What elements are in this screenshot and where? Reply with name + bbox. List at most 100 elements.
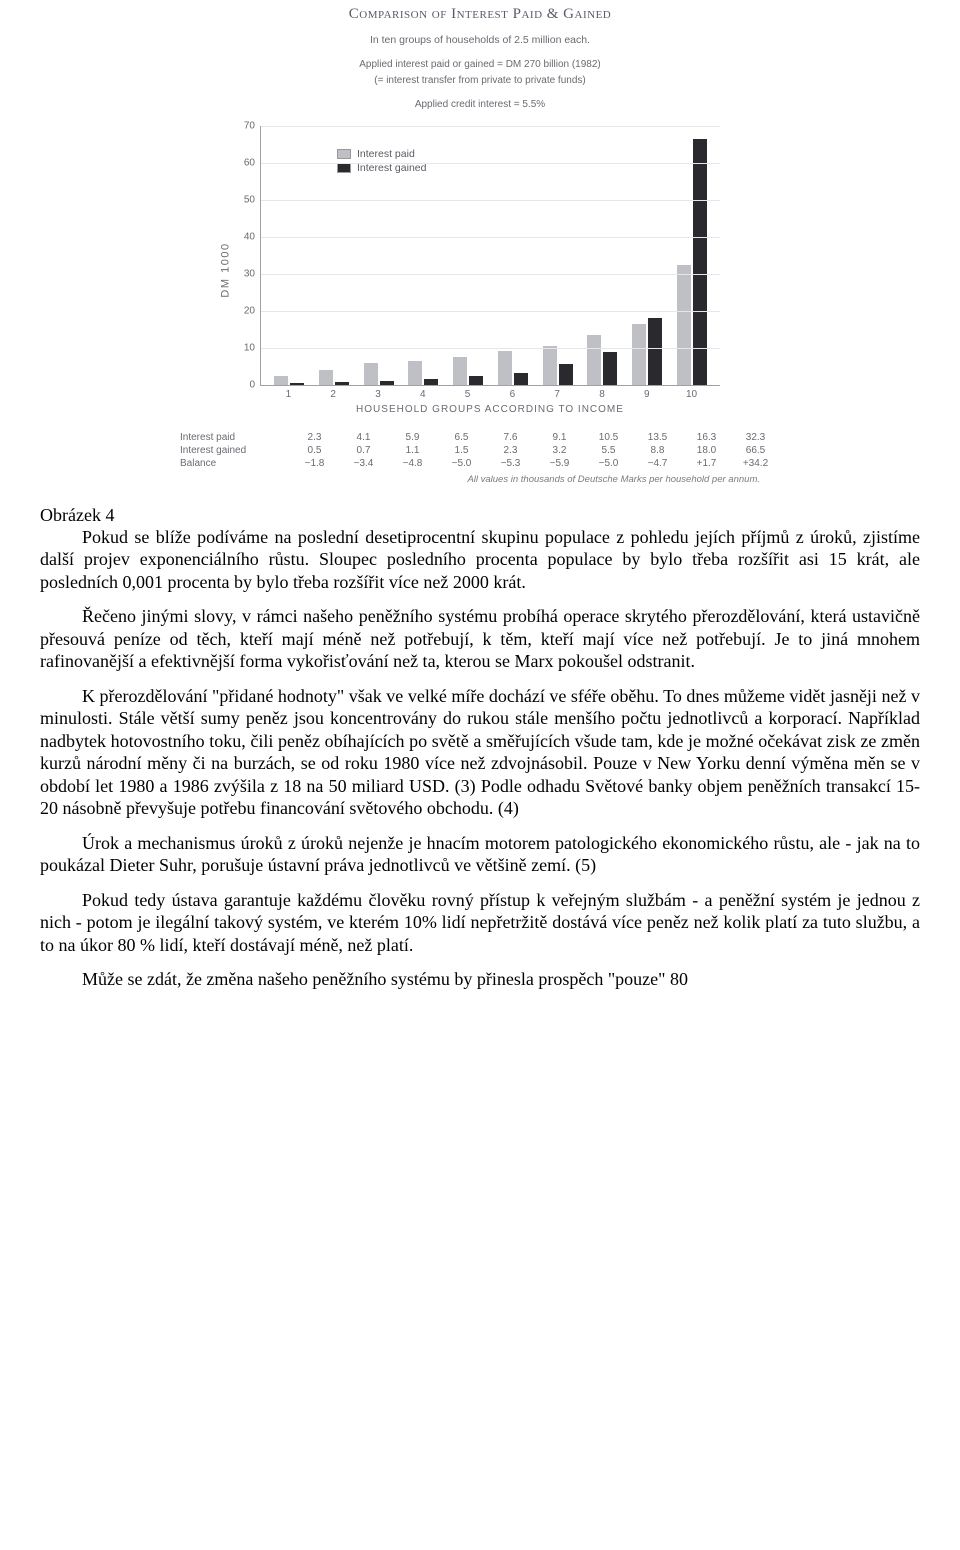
bar-group	[401, 361, 446, 385]
bar	[335, 382, 349, 385]
bar	[677, 265, 691, 385]
chart-subtitle-3: Applied credit interest = 5.5%	[180, 98, 780, 112]
bar	[319, 370, 333, 385]
x-tick-label: 9	[624, 389, 669, 400]
table-row-label: Interest gained	[180, 444, 290, 457]
paragraph-2-text: Řečeno jinými slovy, v rámci našeho peně…	[40, 606, 920, 671]
table-cell: 16.3	[682, 431, 731, 444]
gridline	[261, 200, 720, 201]
chart-subtitle-1: In ten groups of households of 2.5 milli…	[180, 33, 780, 48]
table-row: Interest gained0.50.71.11.52.33.25.58.81…	[180, 444, 780, 457]
bar	[632, 324, 646, 384]
table-cell: −5.9	[535, 457, 584, 470]
gridline	[261, 237, 720, 238]
x-tick-label: 7	[535, 389, 580, 400]
x-tick-label: 6	[490, 389, 535, 400]
table-cell: 7.6	[486, 431, 535, 444]
x-tick-label: 8	[580, 389, 625, 400]
table-row-label: Balance	[180, 457, 290, 470]
plot-area: Interest paid Interest gained 0102030405…	[260, 126, 720, 386]
x-tick-label: 4	[400, 389, 445, 400]
bar-group	[356, 363, 401, 385]
x-tick-label: 2	[311, 389, 356, 400]
y-tick-label: 40	[244, 231, 261, 242]
table-cell: 6.5	[437, 431, 486, 444]
plot-wrap: DM 1000 Interest paid Interest gained 01…	[220, 126, 740, 415]
x-tick-label: 1	[266, 389, 311, 400]
table-cell: 66.5	[731, 444, 780, 457]
bar	[408, 361, 422, 385]
paragraph-1: Pokud se blíže podíváme na poslední dese…	[40, 526, 920, 594]
bar-group	[491, 351, 536, 385]
bar	[290, 383, 304, 385]
x-tick-label: 5	[445, 389, 490, 400]
y-tick-label: 10	[244, 342, 261, 353]
bar	[603, 352, 617, 385]
y-tick-label: 70	[244, 120, 261, 131]
table-cell: −5.3	[486, 457, 535, 470]
table-cell: 13.5	[633, 431, 682, 444]
paragraph-5: Pokud tedy ústava garantuje každému člov…	[40, 889, 920, 957]
table-cell: 10.5	[584, 431, 633, 444]
table-cell: 5.5	[584, 444, 633, 457]
table-cell: 32.3	[731, 431, 780, 444]
chart-data-table: Interest paid2.34.15.96.57.69.110.513.51…	[180, 431, 780, 470]
table-cell: 5.9	[388, 431, 437, 444]
y-tick-label: 50	[244, 194, 261, 205]
paragraph-1-text: Pokud se blíže podíváme na poslední dese…	[40, 527, 920, 592]
table-cell: 4.1	[339, 431, 388, 444]
table-cell: 3.2	[535, 444, 584, 457]
chart-subtitle-2b: (= interest transfer from private to pri…	[180, 74, 780, 88]
bar	[364, 363, 378, 385]
bar-group	[312, 370, 357, 385]
gridline	[261, 126, 720, 127]
y-tick-label: 60	[244, 157, 261, 168]
bar-group	[580, 335, 625, 385]
paragraph-3-text: K přerozdělování "přidané hodnoty" však …	[40, 686, 920, 819]
paragraph-4: Úrok a mechanismus úroků z úroků nejenže…	[40, 832, 920, 877]
table-cell: 1.5	[437, 444, 486, 457]
table-cell: 2.3	[486, 444, 535, 457]
bar-group	[267, 376, 312, 385]
table-cell: −4.8	[388, 457, 437, 470]
table-cell: 18.0	[682, 444, 731, 457]
x-axis-title: HOUSEHOLD GROUPS ACCORDING TO INCOME	[260, 404, 720, 415]
bar	[587, 335, 601, 385]
bar	[543, 346, 557, 385]
y-tick-label: 30	[244, 268, 261, 279]
paragraph-6: Může se zdát, že změna našeho peněžního …	[40, 968, 920, 991]
bar	[453, 357, 467, 385]
y-tick-label: 20	[244, 305, 261, 316]
x-axis-labels: 12345678910	[260, 386, 720, 400]
table-cell: 9.1	[535, 431, 584, 444]
chart-container: Comparison of Interest Paid & Gained In …	[180, 6, 780, 485]
paragraph-3: K přerozdělování "přidané hodnoty" však …	[40, 685, 920, 820]
table-cell: 0.5	[290, 444, 339, 457]
table-cell: −3.4	[339, 457, 388, 470]
document-page: Comparison of Interest Paid & Gained In …	[0, 6, 960, 1033]
bar	[648, 318, 662, 385]
paragraph-6-text: Může se zdát, že změna našeho peněžního …	[82, 969, 688, 989]
bar	[514, 373, 528, 385]
x-tick-label: 10	[669, 389, 714, 400]
gridline	[261, 348, 720, 349]
table-cell: +1.7	[682, 457, 731, 470]
table-cell: −4.7	[633, 457, 682, 470]
bar	[498, 351, 512, 385]
bar	[559, 364, 573, 384]
table-cell: +34.2	[731, 457, 780, 470]
table-cell: 0.7	[339, 444, 388, 457]
table-footnote: All values in thousands of Deutsche Mark…	[180, 474, 760, 485]
bar-group	[446, 357, 491, 385]
bar	[380, 381, 394, 385]
bars-layer	[261, 126, 720, 385]
gridline	[261, 311, 720, 312]
table-row: Balance−1.8−3.4−4.8−5.0−5.3−5.9−5.0−4.7+…	[180, 457, 780, 470]
table-cell: 8.8	[633, 444, 682, 457]
body-text: Obrázek 4 Pokud se blíže podíváme na pos…	[40, 505, 920, 991]
table-cell: 2.3	[290, 431, 339, 444]
gridline	[261, 274, 720, 275]
bar-group	[625, 318, 670, 385]
y-axis-label: DM 1000	[220, 243, 232, 298]
paragraph-2: Řečeno jinými slovy, v rámci našeho peně…	[40, 605, 920, 673]
